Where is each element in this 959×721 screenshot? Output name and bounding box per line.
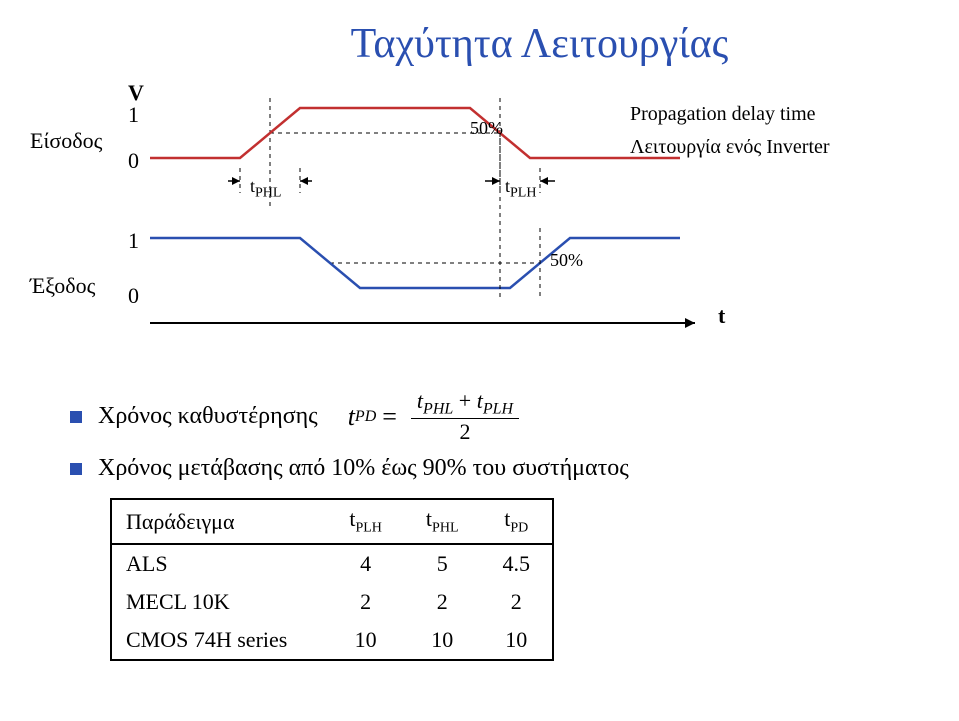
table-cell: 2 [327, 583, 404, 621]
output-label: Έξοδος [30, 273, 95, 299]
table-cell: ALS [111, 544, 327, 583]
table-cell: 10 [481, 621, 554, 660]
delay-formula: tPD = tPHL + tPLH 2 [348, 388, 519, 445]
th-tpd: tPD [481, 499, 554, 543]
bullet-transition-text: Χρόνος μετάβασης από 10% έως 90% του συσ… [98, 455, 629, 482]
fifty-percent-output: 50% [550, 250, 583, 271]
table-cell: 10 [404, 621, 481, 660]
example-table: Παράδειγμα tPLH tPHL tPD ALS454.5MECL 10… [110, 498, 554, 660]
timing-diagram: Είσοδος Έξοδος V 1 0 1 0 50% tPHL tPLH P… [30, 88, 930, 368]
table-row: CMOS 74H series101010 [111, 621, 553, 660]
frac-plus: + [459, 388, 471, 413]
table-cell: 5 [404, 544, 481, 583]
input-label: Είσοδος [30, 128, 102, 154]
table-row: MECL 10K222 [111, 583, 553, 621]
level-0-in: 0 [128, 148, 139, 174]
page-title: Ταχύτητα Λειτουργίας [150, 20, 929, 68]
formula-fraction: tPHL + tPLH 2 [411, 388, 519, 445]
level-1-out: 1 [128, 228, 139, 254]
formula-t: t [348, 402, 355, 432]
th-tphl: tPHL [404, 499, 481, 543]
table-cell: 4 [327, 544, 404, 583]
th-tplh: tPLH [327, 499, 404, 543]
time-axis-label: t [718, 303, 725, 329]
level-0-out: 0 [128, 283, 139, 309]
frac-s2: PLH [483, 400, 513, 417]
bullet-delay-text: Χρόνος καθυστέρησης [98, 403, 318, 430]
formula-eq: = [382, 402, 397, 432]
dash-connectors [150, 98, 690, 328]
table-cell: 2 [404, 583, 481, 621]
table-cell: MECL 10K [111, 583, 327, 621]
frac-s1: PHL [423, 400, 453, 417]
bullet-icon [70, 411, 82, 423]
table-cell: 2 [481, 583, 554, 621]
table-cell: 4.5 [481, 544, 554, 583]
formula-pd: PD [355, 408, 376, 426]
bullet-delay: Χρόνος καθυστέρησης tPD = tPHL + tPLH 2 [70, 388, 929, 445]
th-example: Παράδειγμα [111, 499, 327, 543]
bullet-list: Χρόνος καθυστέρησης tPD = tPHL + tPLH 2 … [70, 388, 929, 482]
bullet-transition: Χρόνος μετάβασης από 10% έως 90% του συσ… [70, 455, 929, 482]
table-row: ALS454.5 [111, 544, 553, 583]
table-cell: CMOS 74H series [111, 621, 327, 660]
level-1-in: 1 [128, 102, 139, 128]
frac-den: 2 [459, 419, 470, 445]
bullet-icon [70, 463, 82, 475]
table-cell: 10 [327, 621, 404, 660]
